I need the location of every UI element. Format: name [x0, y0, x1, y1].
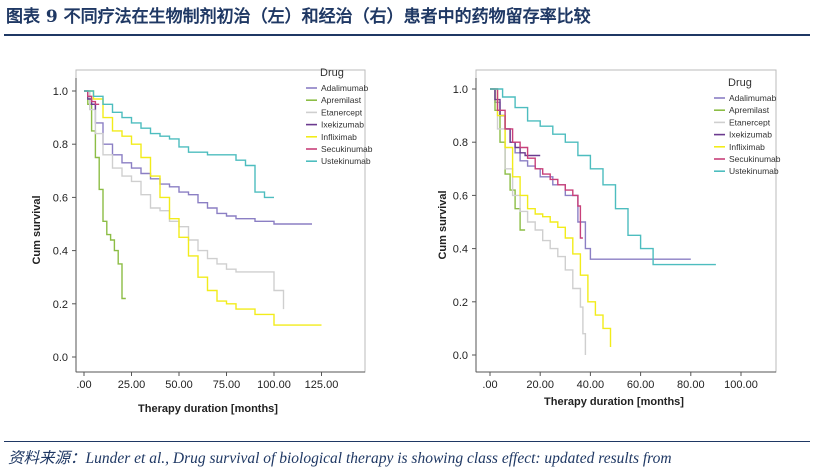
legend-label-infliximab: Infliximab	[729, 142, 765, 152]
legend-label-ixekizumab: Ixekizumab	[321, 120, 364, 130]
y-tick-label: 0.4	[453, 244, 468, 256]
legend-label-ustekinumab: Ustekinumab	[729, 166, 779, 176]
y-tick-label: 0.6	[53, 192, 68, 204]
x-tick-label: 50.00	[165, 379, 193, 391]
legend-label-infliximab: Infliximab	[321, 132, 357, 142]
legend-label-ixekizumab: Ixekizumab	[729, 130, 772, 140]
y-axis-title: Cum survival	[437, 190, 449, 259]
x-tick-label: 75.00	[213, 379, 241, 391]
series-line-secukinumab	[490, 88, 583, 239]
y-tick-label: 1.0	[453, 84, 468, 96]
legend-label-apremilast: Apremilast	[321, 95, 362, 105]
legend-label-ustekinumab: Ustekinumab	[321, 156, 371, 166]
source-note: 资料来源：Lunder et al., Drug survival of bio…	[8, 450, 672, 467]
y-axis-title: Cum survival	[31, 195, 43, 264]
series-line-etanercept	[490, 88, 587, 355]
series-line-secukinumab	[84, 90, 100, 105]
x-tick-label: 100.00	[257, 379, 291, 391]
title-divider	[4, 34, 810, 36]
legend-label-secukinumab: Secukinumab	[321, 144, 373, 154]
source-divider	[4, 441, 810, 442]
x-tick-label: .00	[76, 379, 91, 391]
y-tick-label: 1.0	[53, 86, 68, 98]
figure-title: 图表 9 不同疗法在生物制剂初治（左）和经治（右）患者中的药物留存率比较	[6, 7, 591, 27]
series-line-apremilast	[490, 88, 526, 231]
x-tick-label: 125.00	[305, 379, 339, 391]
x-axis-title: Therapy duration [months]	[544, 396, 684, 408]
x-axis-title: Therapy duration [months]	[138, 403, 278, 415]
y-tick-label: 0.2	[53, 299, 68, 311]
x-tick-label: 40.00	[577, 379, 605, 391]
legend-label-adalimumab: Adalimumab	[321, 83, 369, 93]
x-tick-label: 100.00	[724, 379, 758, 391]
legend-title: Drug	[320, 67, 344, 79]
legend-label-secukinumab: Secukinumab	[729, 154, 781, 164]
series-line-adalimumab	[490, 88, 691, 260]
y-tick-label: 0.0	[53, 352, 68, 364]
legend-label-etanercept: Etanercept	[321, 107, 363, 117]
y-tick-label: 0.2	[453, 297, 468, 309]
series-line-apremilast	[84, 90, 126, 300]
series-line-infliximab	[490, 88, 612, 347]
series-line-ustekinumab	[490, 88, 716, 266]
legend-label-apremilast: Apremilast	[729, 105, 770, 115]
legend-title: Drug	[728, 77, 752, 89]
x-tick-label: .00	[482, 379, 497, 391]
x-tick-label: 80.00	[677, 379, 705, 391]
legend-label-etanercept: Etanercept	[729, 117, 771, 127]
y-tick-label: 0.6	[453, 190, 468, 202]
series-line-infliximab	[84, 90, 322, 326]
x-tick-label: 25.00	[118, 379, 146, 391]
series-line-ustekinumab	[84, 90, 274, 199]
plot-frame	[475, 69, 777, 373]
x-tick-label: 20.00	[526, 379, 554, 391]
x-tick-label: 60.00	[627, 379, 655, 391]
y-tick-label: 0.8	[53, 139, 68, 151]
y-tick-label: 0.4	[53, 246, 68, 258]
y-tick-label: 0.0	[453, 350, 468, 362]
y-tick-label: 0.8	[453, 137, 468, 149]
series-line-adalimumab	[84, 90, 312, 225]
legend-label-adalimumab: Adalimumab	[729, 93, 777, 103]
